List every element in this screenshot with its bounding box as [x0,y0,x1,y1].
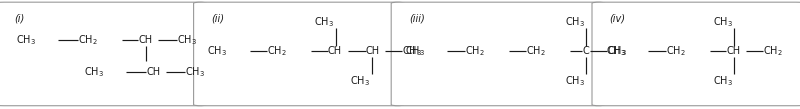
Text: CH: CH [146,67,161,77]
FancyBboxPatch shape [0,2,206,106]
Text: CH$_3$: CH$_3$ [565,74,585,88]
Text: CH: CH [328,46,342,56]
Text: CH$_3$: CH$_3$ [84,65,104,79]
Text: C: C [582,46,589,56]
Text: (ii): (ii) [211,13,224,23]
Text: CH$_3$: CH$_3$ [607,44,627,58]
Text: CH$_3$: CH$_3$ [177,33,197,47]
Text: CH$_2$: CH$_2$ [666,44,686,58]
Text: (iv): (iv) [610,13,626,23]
Text: CH$_3$: CH$_3$ [350,74,370,88]
Text: CH$_2$: CH$_2$ [78,33,98,47]
Text: CH: CH [726,46,741,56]
Text: CH$_3$: CH$_3$ [606,44,626,58]
Text: CH$_2$: CH$_2$ [465,44,485,58]
FancyBboxPatch shape [194,2,404,106]
Text: CH$_2$: CH$_2$ [763,44,783,58]
Text: CH: CH [138,35,153,45]
Text: CH$_3$: CH$_3$ [314,15,334,29]
Text: CH$_2$: CH$_2$ [267,44,287,58]
Text: CH$_2$: CH$_2$ [526,44,546,58]
Text: CH$_3$: CH$_3$ [713,15,733,29]
Text: CH$_3$: CH$_3$ [207,44,227,58]
Text: (i): (i) [14,13,25,23]
Text: CH$_3$: CH$_3$ [405,44,425,58]
Text: CH$_3$: CH$_3$ [565,15,585,29]
Text: CH$_3$: CH$_3$ [713,74,733,88]
Text: CH$_3$: CH$_3$ [185,65,205,79]
Text: CH$_3$: CH$_3$ [16,33,36,47]
Text: (iii): (iii) [409,13,425,23]
FancyBboxPatch shape [391,2,605,106]
Text: CH: CH [366,46,380,56]
Text: CH$_3$: CH$_3$ [402,44,422,58]
FancyBboxPatch shape [592,2,800,106]
